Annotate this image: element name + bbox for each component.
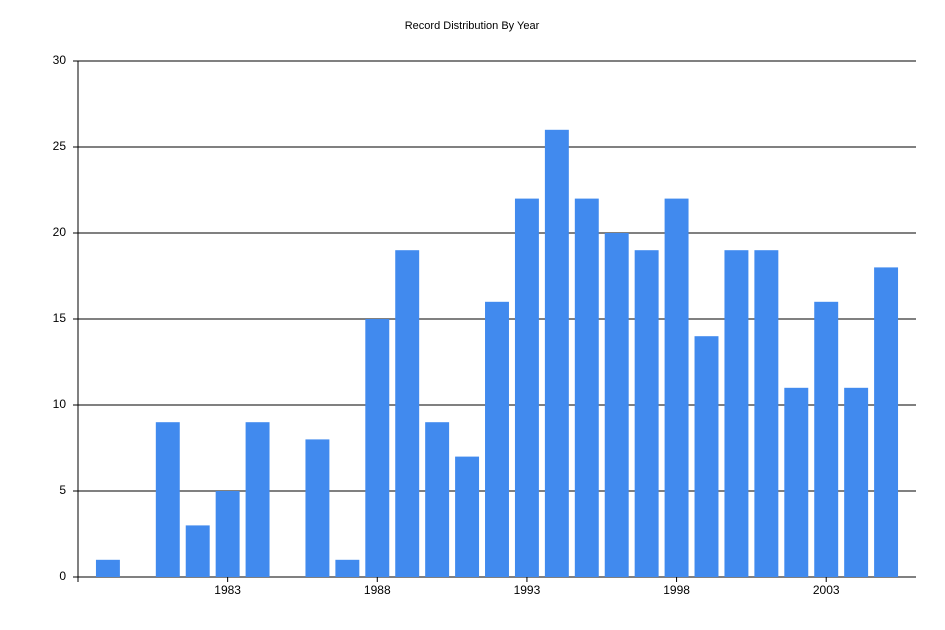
bar bbox=[215, 491, 240, 577]
y-tick-label: 0 bbox=[59, 569, 66, 583]
x-tick-label: 2003 bbox=[813, 583, 840, 597]
bar bbox=[95, 559, 120, 577]
bar bbox=[514, 198, 539, 577]
x-tick-label: 1988 bbox=[364, 583, 391, 597]
x-tick-label: 1998 bbox=[663, 583, 690, 597]
bar bbox=[544, 129, 569, 578]
bar bbox=[724, 250, 749, 577]
bar bbox=[664, 198, 689, 577]
bar bbox=[604, 233, 629, 577]
bar bbox=[335, 559, 360, 577]
bar bbox=[245, 422, 270, 577]
y-tick-label: 15 bbox=[53, 311, 67, 325]
x-tick-label: 1993 bbox=[514, 583, 541, 597]
bar bbox=[634, 250, 659, 577]
y-tick-label: 20 bbox=[53, 225, 67, 239]
bar bbox=[574, 198, 599, 577]
chart-title: Record Distribution By Year bbox=[405, 20, 540, 32]
y-tick-label: 5 bbox=[59, 483, 66, 497]
bar bbox=[814, 301, 839, 577]
bar bbox=[784, 387, 809, 577]
bar bbox=[874, 267, 899, 577]
bar bbox=[485, 301, 509, 577]
bar bbox=[844, 387, 869, 577]
bar bbox=[305, 439, 330, 577]
y-tick-label: 30 bbox=[53, 53, 67, 67]
bar bbox=[365, 319, 390, 577]
bar bbox=[694, 336, 719, 577]
bar bbox=[425, 422, 450, 577]
bar bbox=[155, 422, 180, 577]
bar bbox=[185, 525, 210, 577]
x-tick-label: 1983 bbox=[214, 583, 241, 597]
y-tick-label: 10 bbox=[53, 397, 67, 411]
bar bbox=[455, 456, 480, 577]
bar bbox=[395, 250, 420, 577]
y-tick-label: 25 bbox=[53, 139, 67, 153]
bar bbox=[754, 250, 779, 577]
